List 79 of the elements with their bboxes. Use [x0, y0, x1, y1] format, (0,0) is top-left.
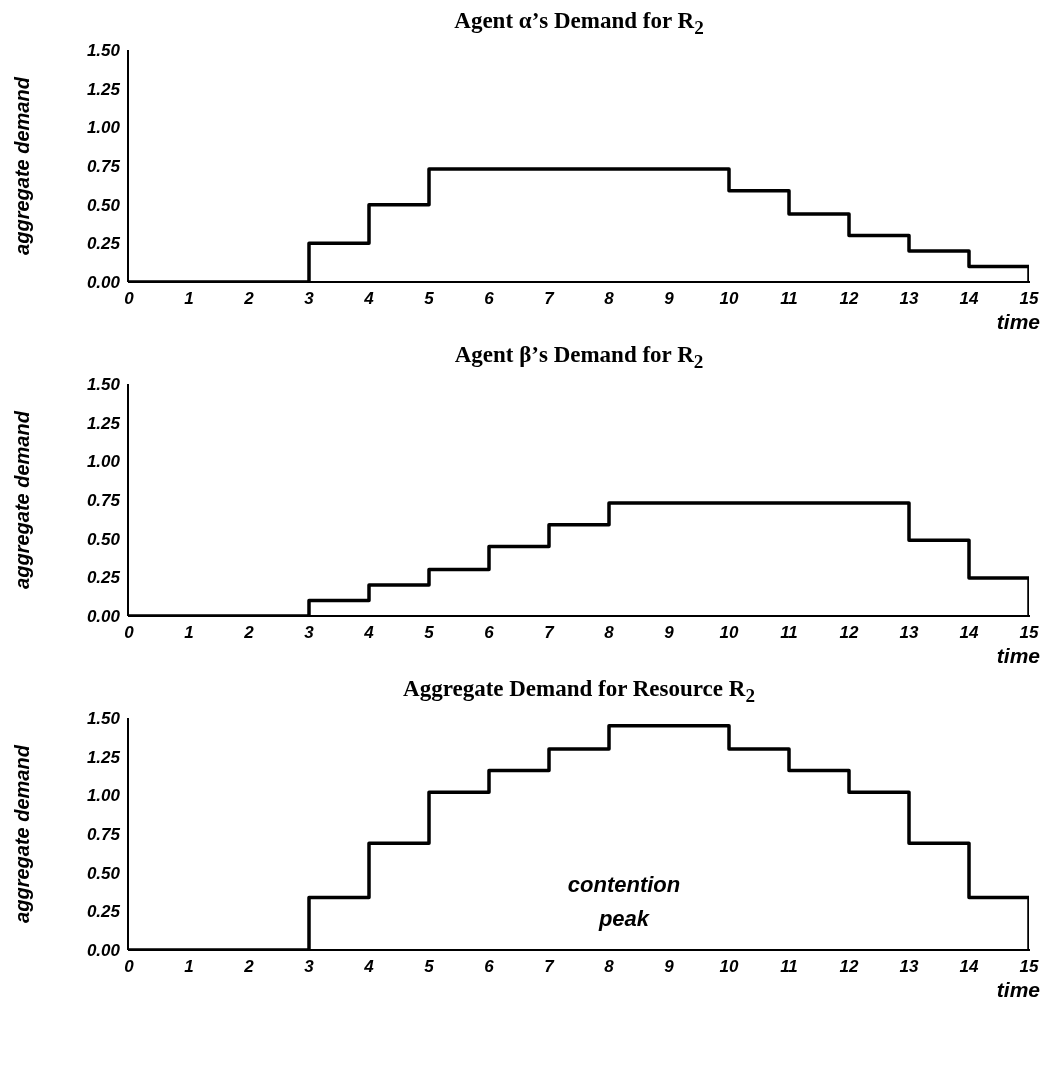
x-tick-label: 7	[544, 957, 556, 976]
x-tick-label: 2	[243, 289, 255, 308]
x-tick-label: 0	[124, 957, 135, 976]
x-tick-label: 10	[719, 289, 739, 308]
x-tick-label: 3	[304, 957, 315, 976]
y-tick-label: 1.00	[86, 452, 121, 472]
x-tick-label: 3	[304, 289, 315, 308]
x-tick-label: 10	[719, 957, 739, 976]
x-tick-label: 9	[664, 623, 675, 642]
y-tick-label: 0.50	[86, 195, 121, 215]
y-tick-label: 0.00	[86, 273, 121, 293]
x-tick-label: 0	[124, 623, 135, 642]
y-tick-label: 0.25	[86, 568, 121, 588]
x-tick-label: 12	[839, 289, 859, 308]
x-tick-label: 3	[304, 623, 315, 642]
x-tick-label: 15	[1019, 289, 1039, 308]
x-tick-label: 15	[1019, 957, 1039, 976]
x-tick-label: 9	[664, 289, 675, 308]
y-tick-label: 0.25	[86, 234, 121, 254]
x-tick-label: 8	[604, 289, 615, 308]
x-tick-label: 4	[363, 623, 375, 642]
x-tick-label: 0	[124, 289, 135, 308]
y-tick-label: 0.25	[86, 902, 121, 922]
x-tick-label: 8	[604, 957, 615, 976]
y-tick-label: 0.75	[86, 491, 121, 511]
y-tick-label: 1.25	[86, 413, 121, 433]
x-tick-label: 11	[780, 957, 798, 976]
chart-title: Agent α’s Demand for R$_{2}$	[453, 8, 705, 40]
x-tick-label: 2	[243, 957, 255, 976]
x-tick-label: 14	[959, 289, 979, 308]
y-axis-title: aggregate demand	[11, 410, 34, 589]
x-tick-label: 9	[664, 957, 675, 976]
x-tick-label: 5	[424, 289, 435, 308]
chart-title: Aggregate Demand for Resource R$_{2}$	[402, 676, 756, 708]
chart-title: Agent β’s Demand for R$_{2}$	[453, 342, 705, 374]
y-tick-label: 1.25	[86, 79, 121, 99]
x-tick-label: 4	[363, 957, 375, 976]
y-tick-label: 0.50	[86, 529, 121, 549]
y-tick-label: 1.00	[86, 786, 121, 806]
x-tick-label: 1	[184, 623, 194, 642]
x-tick-label: 6	[484, 957, 495, 976]
y-tick-label: 0.00	[86, 607, 121, 627]
x-tick-label: 11	[780, 289, 798, 308]
x-tick-label: 5	[424, 623, 435, 642]
x-tick-label: 1	[184, 957, 194, 976]
y-tick-label: 0.75	[86, 825, 121, 845]
x-tick-label: 12	[839, 957, 859, 976]
x-tick-label: 7	[544, 289, 556, 308]
y-tick-label: 1.25	[86, 747, 121, 767]
y-tick-label: 1.50	[86, 375, 121, 395]
y-tick-label: 0.50	[86, 863, 121, 883]
annotation: contention peak	[566, 871, 682, 933]
x-tick-label: 14	[959, 957, 979, 976]
x-tick-label: 13	[899, 957, 919, 976]
y-tick-label: 1.00	[86, 118, 121, 138]
x-tick-label: 6	[484, 623, 495, 642]
x-axis-title: time	[995, 978, 1040, 1002]
x-tick-label: 10	[719, 623, 739, 642]
x-tick-label: 11	[780, 623, 798, 642]
x-tick-label: 2	[243, 623, 255, 642]
x-tick-label: 8	[604, 623, 615, 642]
x-tick-label: 5	[424, 957, 435, 976]
x-axis-title: time	[995, 310, 1040, 334]
x-tick-label: 6	[484, 289, 495, 308]
y-tick-label: 0.00	[86, 941, 121, 961]
x-tick-label: 12	[839, 623, 859, 642]
x-tick-label: 1	[184, 289, 194, 308]
y-tick-label: 1.50	[86, 41, 121, 61]
y-axis-title: aggregate demand	[11, 76, 34, 255]
y-axis-title: aggregate demand	[11, 744, 34, 923]
x-tick-label: 15	[1019, 623, 1039, 642]
y-tick-label: 1.50	[86, 709, 121, 729]
x-tick-label: 13	[899, 623, 919, 642]
x-tick-label: 4	[363, 289, 375, 308]
x-tick-label: 13	[899, 289, 919, 308]
x-tick-label: 7	[544, 623, 556, 642]
x-axis-title: time	[995, 644, 1040, 668]
y-tick-label: 0.75	[86, 157, 121, 177]
x-tick-label: 14	[959, 623, 979, 642]
